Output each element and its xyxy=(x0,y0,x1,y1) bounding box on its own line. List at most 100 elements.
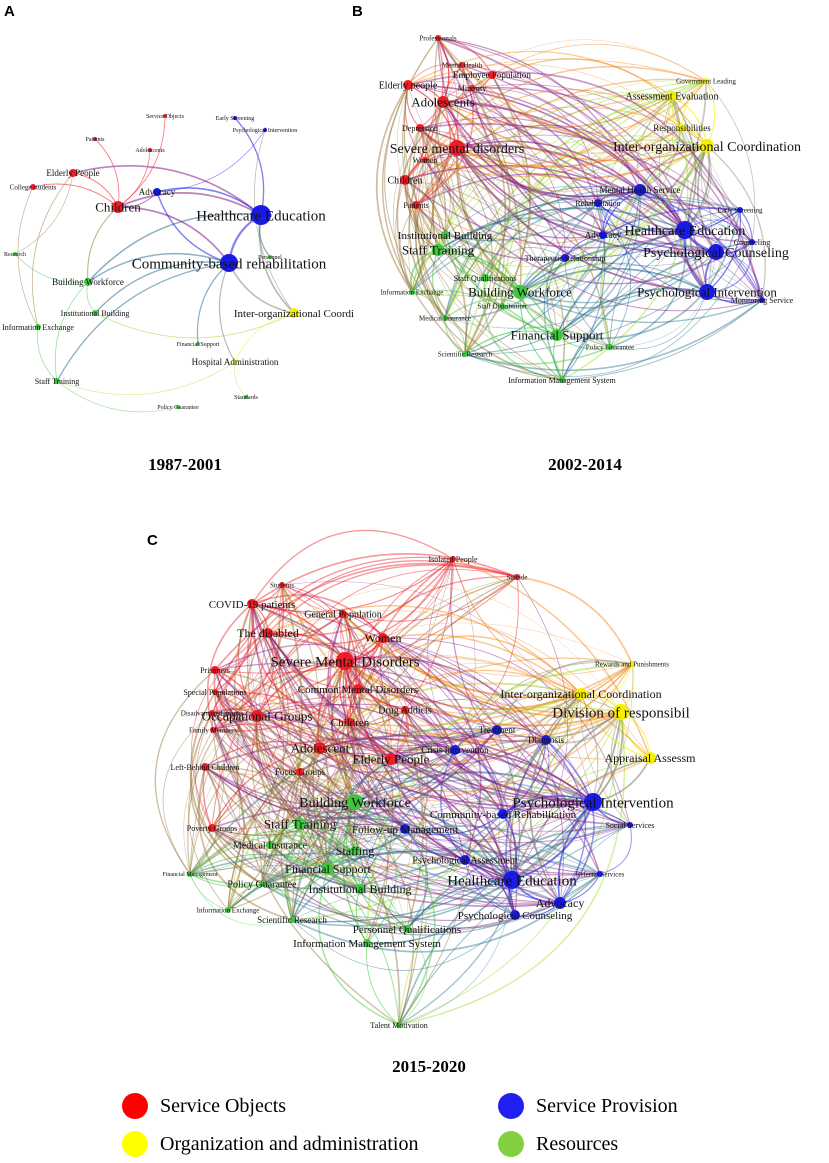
network-edge xyxy=(291,576,518,921)
network-edge xyxy=(299,823,408,930)
node-circle xyxy=(450,556,456,562)
node-circle xyxy=(251,710,263,722)
network-node: Elderly People xyxy=(353,752,430,767)
network-edge xyxy=(336,801,361,890)
network-edge xyxy=(444,189,641,319)
network-edge xyxy=(456,140,641,191)
network-edge xyxy=(382,637,622,717)
network-edge xyxy=(212,584,285,731)
network-edge xyxy=(456,145,708,180)
network-edge xyxy=(299,771,406,830)
network-edge xyxy=(511,711,622,881)
node-label: Occupational Groups xyxy=(202,709,313,724)
network-edge xyxy=(291,729,498,921)
network-node: Children xyxy=(95,200,141,215)
network-edge xyxy=(422,101,563,381)
network-edge xyxy=(404,127,424,181)
network-edge xyxy=(442,101,566,259)
network-edge xyxy=(327,868,400,1026)
node-circle xyxy=(559,377,565,383)
network-node: Policy Guarantee xyxy=(227,880,297,891)
network-edge xyxy=(214,691,329,870)
network-edge xyxy=(156,191,230,264)
node-circle xyxy=(35,324,41,330)
network-edge xyxy=(382,637,513,881)
network-node: Prisoners xyxy=(200,666,230,675)
network-edge xyxy=(404,37,444,181)
network-edge xyxy=(269,777,504,846)
network-edge xyxy=(342,613,394,944)
network-edge xyxy=(382,637,482,861)
network-edge xyxy=(415,147,458,319)
network-edge xyxy=(211,560,518,714)
network-edge xyxy=(54,281,89,382)
node-circle xyxy=(449,140,465,156)
node-circle xyxy=(84,278,92,286)
node-circle xyxy=(676,221,694,239)
legend-item-resources: Resources xyxy=(498,1131,618,1157)
network-edge xyxy=(248,603,406,830)
network-edge xyxy=(281,584,633,677)
node-label: Elderly People xyxy=(46,168,99,178)
network-edge xyxy=(505,739,547,916)
node-circle xyxy=(510,910,520,920)
node-label: Therapeutic Relationship xyxy=(525,254,606,263)
network-edge xyxy=(261,879,513,919)
network-edge xyxy=(331,660,356,803)
network-edge xyxy=(214,669,601,890)
network-edge xyxy=(415,204,468,355)
network-edge xyxy=(404,84,426,161)
node-circle xyxy=(450,745,460,755)
network-node: Disadvantaged groups xyxy=(181,709,244,717)
network-node: Therapeutic Relationship xyxy=(525,254,606,263)
network-edge xyxy=(415,204,566,261)
network-edge xyxy=(204,737,594,803)
network-edge xyxy=(211,712,631,852)
network-edge xyxy=(419,127,566,259)
network-node: Healthcare Education xyxy=(625,221,745,239)
network-edge xyxy=(189,873,263,888)
network-edge xyxy=(456,127,683,192)
node-label: Prisoners xyxy=(200,666,230,675)
network-edge xyxy=(256,632,274,717)
node-label: Advocacy xyxy=(585,230,622,240)
network-edge xyxy=(214,669,561,905)
network-node: Assessment Evaluation xyxy=(625,91,719,103)
node-label: Financial Support xyxy=(511,328,604,343)
network-edge xyxy=(251,715,361,890)
network-edge xyxy=(442,39,707,103)
network-edge xyxy=(705,80,756,243)
network-edge xyxy=(424,159,565,381)
network-edge xyxy=(395,179,413,293)
node-label: Scientific Research xyxy=(438,350,493,358)
legend-label-service-provision: Service Provision xyxy=(536,1094,678,1117)
network-edge xyxy=(87,252,230,283)
network-node: Scientific Research xyxy=(438,350,493,358)
node-label: Drug Addicts xyxy=(378,706,432,717)
network-edge xyxy=(511,576,569,881)
network-edge xyxy=(211,801,594,855)
network-edge xyxy=(340,613,406,711)
network-edge xyxy=(291,576,518,921)
network-edge xyxy=(404,179,439,251)
node-label: Professionals xyxy=(419,34,457,42)
network-edge xyxy=(456,144,686,231)
node-label: Information Exchange xyxy=(197,906,260,914)
network-edge xyxy=(406,693,582,930)
network-edge xyxy=(312,660,346,870)
network-edge xyxy=(464,803,631,861)
network-node: Severe Mental Disorders xyxy=(270,652,420,670)
node-label: Medical Insurance xyxy=(419,314,471,322)
network-edge xyxy=(564,257,611,348)
network-node: Information Exchange xyxy=(197,906,260,914)
network-edge xyxy=(319,657,633,749)
node-circle xyxy=(699,284,715,300)
node-circle xyxy=(251,205,271,225)
node-label: Women xyxy=(413,156,438,165)
network-node: Information Exchange xyxy=(2,323,74,332)
network-node: Hospital Administration xyxy=(192,357,279,367)
network-edge xyxy=(502,739,550,815)
network-edge xyxy=(671,95,741,211)
network-node: Treatment xyxy=(479,725,516,735)
network-node: Financial Support xyxy=(511,328,604,343)
